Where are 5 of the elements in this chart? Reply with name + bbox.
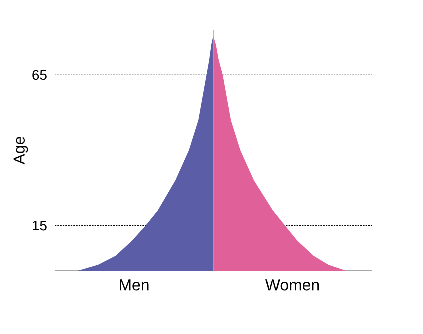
y-tick-label: 65 [32, 70, 47, 80]
series-label: Women [266, 280, 320, 291]
y-tick-label: 15 [33, 220, 47, 231]
y-axis-title: Age [14, 137, 28, 165]
series-label: Men [120, 280, 149, 291]
